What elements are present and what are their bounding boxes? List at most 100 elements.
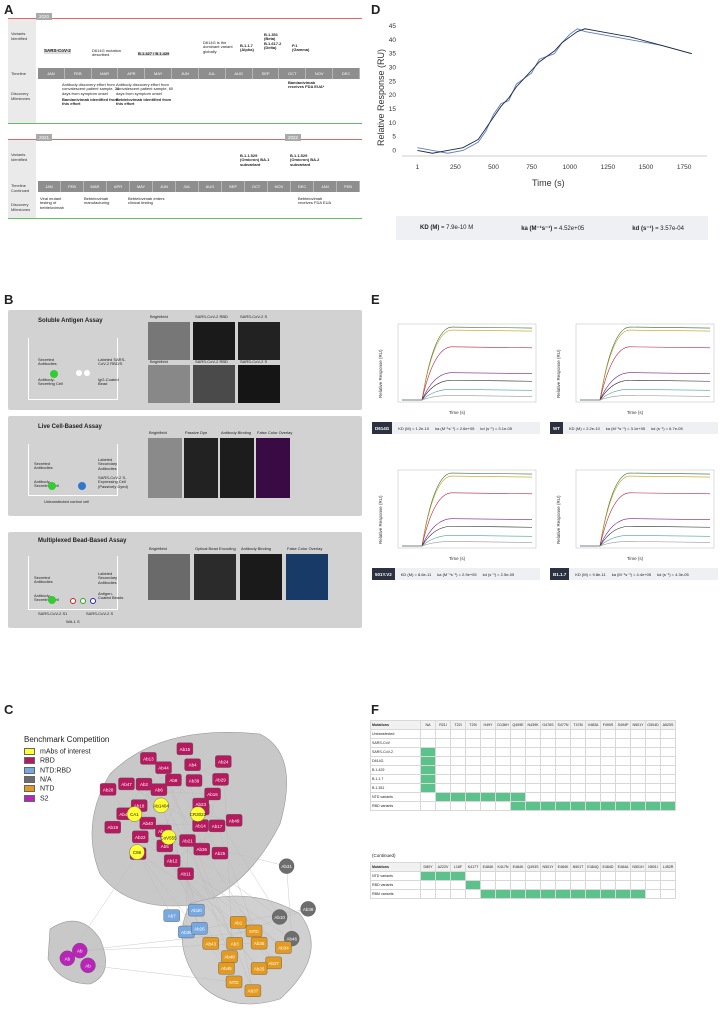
- network-node: [165, 773, 182, 787]
- table-cell: [645, 774, 661, 784]
- kinetic-curve: [402, 472, 533, 547]
- live-caption-4: False Color Overlay: [257, 430, 293, 435]
- node-label: Ab26: [194, 926, 205, 931]
- plot-frame: [575, 469, 715, 549]
- table-cell: [540, 792, 556, 802]
- milestone-1: Antibody discovery effort from convalesc…: [62, 82, 120, 96]
- month-cell: NOV: [306, 68, 334, 79]
- label-milestones: Discovery Milestones: [11, 91, 31, 101]
- kinetic-curve: [580, 326, 711, 401]
- kinetic-curve: [402, 346, 533, 401]
- column-header: N501T: [570, 862, 586, 872]
- kinetic-curve: [580, 541, 711, 547]
- column-header: L452R: [660, 862, 676, 872]
- table-cell: [630, 774, 646, 784]
- table-cell: [660, 747, 676, 757]
- table-cell: [615, 738, 631, 748]
- table-cell: [570, 765, 586, 775]
- table-cell: [645, 889, 661, 899]
- node-label: Ab38: [303, 907, 314, 912]
- table-cell: [495, 747, 511, 757]
- y-tick-label: 0: [392, 147, 396, 154]
- table-cell: [540, 774, 556, 784]
- micro-caption-6: SARS-CoV-2 S: [240, 359, 268, 364]
- table-cell: [435, 729, 451, 739]
- node-label: Ab15: [180, 747, 191, 752]
- label-timeline-2: Timeline Continued: [11, 183, 30, 193]
- table-cell: [465, 792, 481, 802]
- table-cell: [510, 738, 526, 748]
- ka-value: ka (M⁻¹s⁻¹) = 4.4e+05: [611, 571, 652, 577]
- table-cell: [660, 801, 676, 811]
- node-label: Ab25: [215, 851, 226, 856]
- table-cell: [585, 880, 601, 890]
- label3-4: Antigen-Coated Beads: [98, 591, 124, 601]
- table-cell: [420, 871, 436, 881]
- table-cell: [585, 738, 601, 748]
- node-label: NTD: [249, 929, 259, 934]
- assay-soluble: Soluble Antigen Assay Secreted Antibodie…: [8, 310, 362, 410]
- row-label: RBD variants: [370, 801, 421, 811]
- node-label: Ab49: [229, 818, 240, 823]
- assay-title: Soluble Antigen Assay: [38, 318, 103, 324]
- network-edge: [163, 767, 230, 957]
- table-cell: [465, 774, 481, 784]
- table-cell: [525, 801, 541, 811]
- table-row: Untransfected: [370, 729, 676, 739]
- table-cell: [645, 792, 661, 802]
- row-label: SARS-CoV-2: [370, 747, 421, 757]
- legend-swatch: [24, 757, 35, 765]
- table-cell: [435, 792, 451, 802]
- network-node: [250, 936, 268, 950]
- label-variants: Variants Identified: [11, 31, 28, 41]
- node-label: Ab11: [181, 872, 192, 877]
- network-node: [278, 858, 295, 874]
- micro-encoding-multi: [194, 554, 236, 600]
- table-cell: [465, 889, 481, 899]
- table-cell: [645, 747, 661, 757]
- table-cell: [510, 765, 526, 775]
- kd-value: KD (M) = 1.2e-10: [398, 425, 430, 431]
- table-cell: [570, 889, 586, 899]
- table-cell: [660, 738, 676, 748]
- micro-s: [238, 322, 280, 360]
- table-cell: [480, 801, 496, 811]
- month-cell: FEB: [337, 181, 360, 192]
- label2-4: SARS-CoV-2 S-Expressing Cell (Passively …: [98, 475, 129, 489]
- network-edge: [164, 845, 284, 948]
- node-label: Ab1404: [153, 803, 169, 808]
- table-cell: [645, 729, 661, 739]
- node-label: Ab48: [224, 955, 235, 960]
- table-cell: [510, 801, 526, 811]
- milestone-3: Antibody discovery effort from convalesc…: [116, 82, 174, 96]
- table-cell: [450, 747, 466, 757]
- table-cell: [495, 801, 511, 811]
- column-header: Q409E: [510, 720, 526, 730]
- micro-rbd: [193, 322, 235, 360]
- network-edge: [136, 851, 239, 923]
- network-nodes: Ab9Ab49Ab17Ab14Ab25Ab36Ab21Ab11Ab12Ab5Ab…: [59, 742, 316, 997]
- plot-frame: [397, 323, 537, 403]
- table-cell: [480, 738, 496, 748]
- table-cell: [435, 889, 451, 899]
- table-cell: [600, 774, 616, 784]
- table-cell: [480, 880, 496, 890]
- kinetics-readout-bar: WT KD (M) = 2.2e-10 ka (M⁻¹s⁻¹) = 3.1e+05 k…: [550, 422, 718, 434]
- table-cell: [660, 792, 676, 802]
- kdis-value: kd (s⁻¹) = 4.3e-05: [657, 571, 689, 577]
- column-header: E484K: [480, 862, 496, 872]
- kinetics-readout-bar: 501Y.V2 KD (M) = 8.6e-11 ka (M⁻¹s⁻¹) = 2.9…: [372, 568, 540, 580]
- micro-caption-2: SARS-CoV-2 RBD: [195, 314, 228, 319]
- table-cell: [630, 783, 646, 793]
- column-header: N439K: [525, 720, 541, 730]
- table-cell: [615, 729, 631, 739]
- network-node: [176, 742, 194, 756]
- node-label: Ab30: [191, 908, 202, 913]
- kinetic-curve: [402, 395, 533, 401]
- table-cell: [630, 738, 646, 748]
- label-timeline: Timeline: [11, 71, 26, 76]
- panel-letter-c: C: [4, 702, 14, 717]
- network-node: [275, 941, 292, 954]
- left-label-col: [8, 19, 36, 123]
- row-label: D614G: [370, 756, 421, 766]
